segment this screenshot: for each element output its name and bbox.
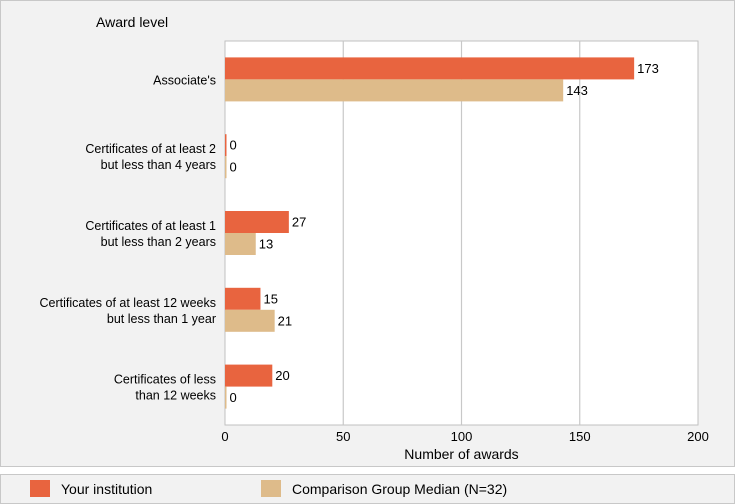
x-tick-label: 100	[451, 429, 473, 444]
data-label: 13	[259, 237, 273, 252]
legend-label: Comparison Group Median (N=32)	[292, 481, 507, 497]
x-tick-labels: 0 50 100 150 200	[221, 429, 708, 444]
category-label: Certificates of at least 1	[85, 219, 216, 233]
x-tick-label: 50	[336, 429, 350, 444]
x-tick-label: 200	[687, 429, 709, 444]
data-label: 20	[275, 368, 289, 383]
category-labels: Associate's Certificates of at least 2 but…	[40, 73, 217, 402]
data-label: 27	[292, 215, 306, 230]
gridlines	[342, 41, 581, 425]
category-label: than 12 weeks	[135, 389, 216, 403]
data-label: 143	[566, 83, 588, 98]
data-label: 173	[637, 61, 659, 76]
bar	[225, 364, 273, 387]
data-label: 0	[230, 390, 237, 405]
x-axis-label: Number of awards	[404, 446, 518, 462]
chart-title: Award level	[96, 14, 168, 30]
legend-swatch	[30, 480, 50, 497]
legend-items: Your institution Comparison Group Median …	[30, 480, 507, 497]
bar	[225, 57, 635, 80]
bar	[225, 386, 227, 409]
category-label: Associate's	[153, 73, 216, 87]
category-label: Certificates of at least 12 weeks	[40, 296, 216, 310]
category-label: but less than 1 year	[107, 312, 216, 326]
category-label: but less than 4 years	[101, 158, 216, 172]
x-tick-label: 0	[221, 429, 228, 444]
category-label: but less than 2 years	[101, 235, 216, 249]
x-tick-label: 150	[569, 429, 591, 444]
legend-swatch	[261, 480, 281, 497]
data-label: 0	[230, 138, 237, 153]
category-label: Certificates of less	[114, 373, 216, 387]
legend	[0, 474, 735, 504]
bar	[225, 156, 227, 179]
bar	[225, 287, 261, 310]
bar	[225, 134, 227, 157]
bar	[225, 233, 256, 255]
bar	[225, 79, 564, 102]
legend-label: Your institution	[61, 481, 152, 497]
bar	[225, 309, 275, 332]
data-label: 0	[230, 160, 237, 175]
category-label: Certificates of at least 2	[85, 142, 216, 156]
bar	[225, 211, 289, 233]
data-label: 21	[278, 313, 292, 328]
data-label: 15	[263, 291, 277, 306]
